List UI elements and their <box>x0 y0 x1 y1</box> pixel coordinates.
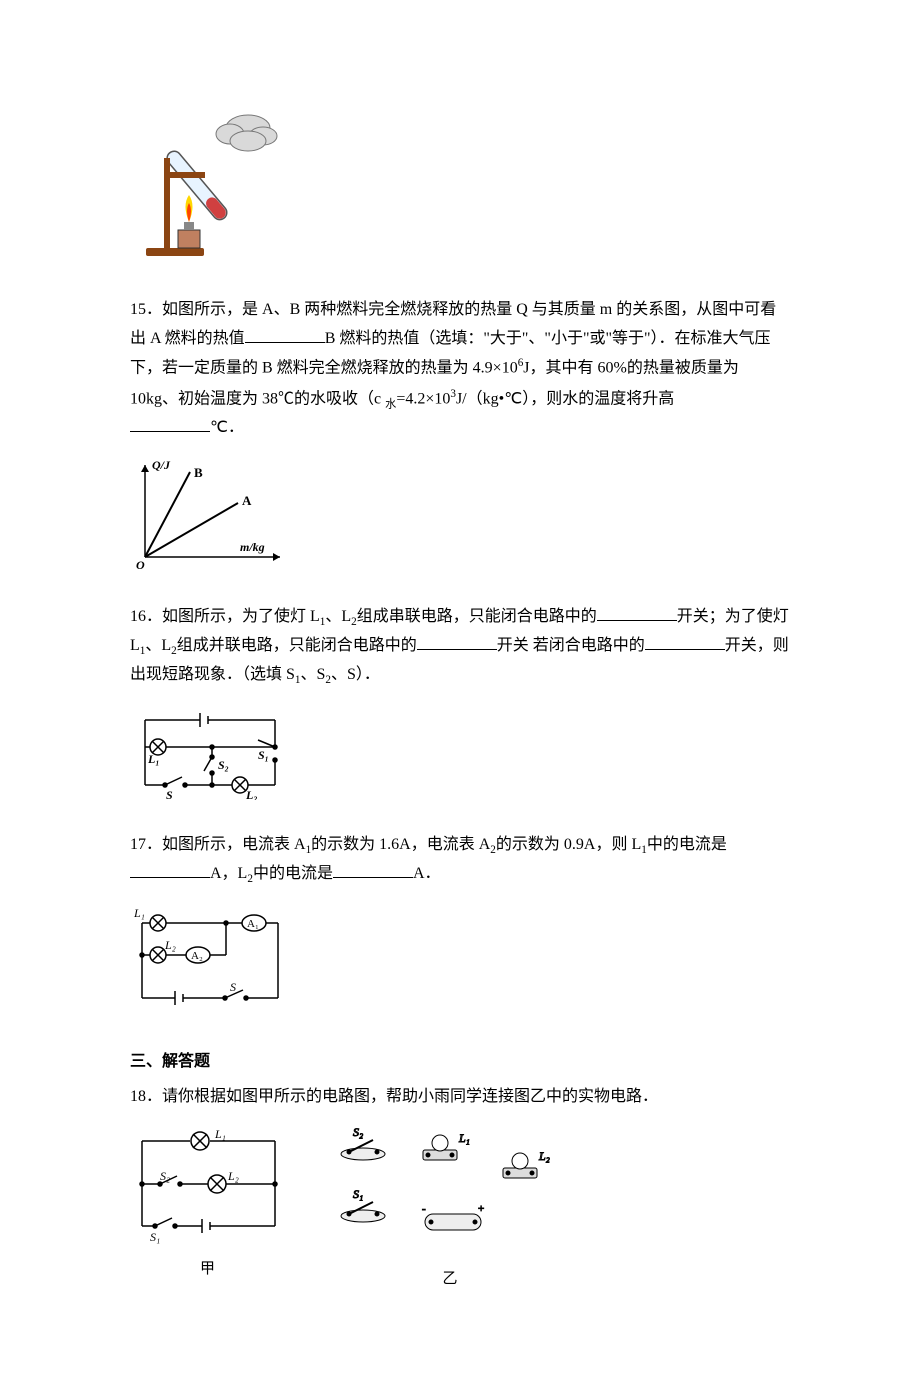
q17-te: A，L <box>210 865 247 882</box>
q16-number: 16． <box>130 608 162 625</box>
q15-blank-2 <box>130 415 210 433</box>
q16-circuit-svg: L₁ L₂ S S₁ S₂ <box>130 705 290 800</box>
q16-tb: 、L <box>325 608 351 625</box>
q17-tg: A． <box>413 865 441 882</box>
q17-circuit-svg: L₁ L₂ A₁ A₂ S <box>130 903 290 1013</box>
q17-tc: 的示数为 0.9A，则 L <box>496 836 641 853</box>
q15-number: 15． <box>130 301 162 318</box>
q16-tc: 组成串联电路，只能闭合电路中的 <box>357 608 597 625</box>
graph-y-label: Q/J <box>152 458 171 472</box>
q16-ti: 、S <box>301 666 326 683</box>
q15-text-6: ℃． <box>210 419 244 436</box>
exam-page: 15．如图所示，是 A、B 两种燃料完全燃烧释放的热量 Q 与其质量 m 的关系… <box>0 0 920 1373</box>
fig-q18-jia: L₁ L₂ S₂ S₁ 甲 <box>130 1126 285 1284</box>
svg-text:S₂: S₂ <box>160 1169 170 1183</box>
q17-tb: 的示数为 1.6A，电流表 A <box>311 836 490 853</box>
fig-q18: L₁ L₂ S₂ S₁ 甲 S₂ <box>130 1126 790 1294</box>
q16-te: 、L <box>145 637 171 654</box>
question-17: 17．如图所示，电流表 A1的示数为 1.6A，电流表 A2的示数为 0.9A，… <box>130 831 790 890</box>
q15-text-4: =4.2×10 <box>396 390 450 407</box>
question-15: 15．如图所示，是 A、B 两种燃料完全燃烧释放的热量 Q 与其质量 m 的关系… <box>130 296 790 443</box>
q18-text: 请你根据如图甲所示的电路图，帮助小雨同学连接图乙中的实物电路． <box>162 1088 658 1105</box>
q16-blank-3 <box>645 633 725 651</box>
graph-x-label: m/kg <box>240 540 265 554</box>
fig-jia-label: 甲 <box>130 1256 285 1283</box>
q17-number: 17． <box>130 836 162 853</box>
svg-text:A₁: A₁ <box>247 918 259 930</box>
svg-text:L₁: L₁ <box>147 752 160 766</box>
question-16: 16．如图所示，为了使灯 L1、L2组成串联电路，只能闭合电路中的开关；为了使灯… <box>130 603 790 691</box>
svg-text:L₂: L₂ <box>245 788 258 800</box>
q16-blank-1 <box>597 603 677 621</box>
svg-text:-: - <box>422 1203 426 1215</box>
fig-heating-apparatus <box>130 110 790 276</box>
svg-text:S: S <box>166 788 173 800</box>
svg-text:S₂: S₂ <box>218 758 229 772</box>
svg-text:S₂: S₂ <box>353 1126 363 1139</box>
q15-sub-water: 水 <box>385 398 396 410</box>
q17-td: 中的电流是 <box>647 836 727 853</box>
fig-q15-graph: O Q/J m/kg B A <box>130 457 790 583</box>
q17-ta: 如图所示，电流表 A <box>162 836 306 853</box>
q16-tf: 组成并联电路，只能闭合电路中的 <box>177 637 417 654</box>
fig-q17-circuit: L₁ L₂ A₁ A₂ S <box>130 903 790 1024</box>
graph-series-b: B <box>194 465 203 480</box>
q18-number: 18． <box>130 1088 162 1105</box>
q15-blank-1 <box>245 325 325 343</box>
svg-text:S₁: S₁ <box>353 1187 363 1201</box>
question-18: 18．请你根据如图甲所示的电路图，帮助小雨同学连接图乙中的实物电路． <box>130 1083 790 1112</box>
svg-text:L₂: L₂ <box>227 1169 239 1183</box>
q-m-graph-svg: O Q/J m/kg B A <box>130 457 290 572</box>
q16-tg: 开关 若闭合电路中的 <box>497 637 645 654</box>
graph-series-a: A <box>242 493 252 508</box>
q17-tf: 中的电流是 <box>253 865 333 882</box>
fig-yi-label: 乙 <box>325 1266 575 1293</box>
q15-text-5: J/（kg•℃），则水的温度将升高 <box>456 390 674 407</box>
svg-text:S₁: S₁ <box>150 1230 160 1244</box>
graph-origin-label: O <box>136 558 145 572</box>
svg-text:S: S <box>230 980 236 994</box>
svg-text:L₁: L₁ <box>458 1131 470 1145</box>
svg-text:+: + <box>478 1203 484 1215</box>
svg-text:A₂: A₂ <box>191 950 203 962</box>
q17-blank-2 <box>333 860 413 878</box>
q16-blank-2 <box>417 633 497 651</box>
q16-ta: 如图所示，为了使灯 L <box>162 608 320 625</box>
q17-blank-1 <box>130 860 210 878</box>
svg-text:S₁: S₁ <box>258 748 269 762</box>
svg-text:L₁: L₁ <box>214 1127 226 1141</box>
q18-yi-svg: S₂ L₁ L₂ <box>325 1126 575 1256</box>
fig-q16-circuit: L₁ L₂ S S₁ S₂ <box>130 705 790 811</box>
section-3-header: 三、解答题 <box>130 1048 790 1077</box>
svg-text:L₁: L₁ <box>133 906 145 920</box>
heating-apparatus-svg <box>130 110 290 265</box>
svg-text:L₂: L₂ <box>164 938 176 952</box>
fig-q18-yi: S₂ L₁ L₂ <box>325 1126 575 1294</box>
svg-text:L₂: L₂ <box>538 1149 550 1163</box>
q18-jia-svg: L₁ L₂ S₂ S₁ <box>130 1126 285 1246</box>
q16-tj: 、S）． <box>331 666 380 683</box>
